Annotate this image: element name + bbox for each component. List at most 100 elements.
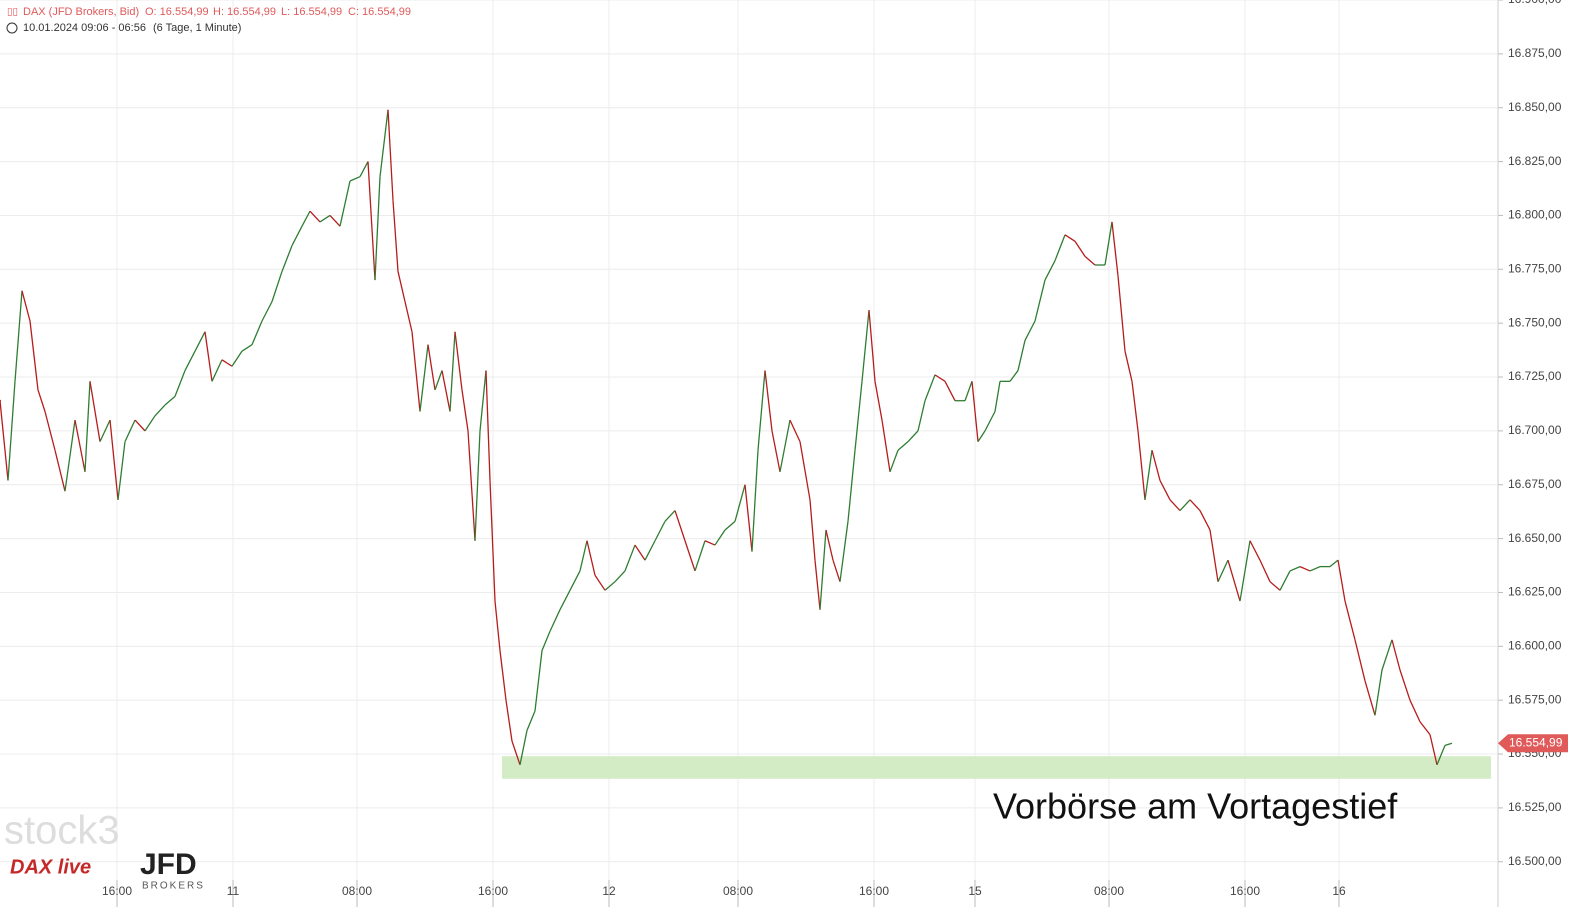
price-segment [1344, 600, 1356, 641]
price-segment [1381, 639, 1393, 671]
price-segment [1117, 275, 1126, 352]
price-segment [1444, 742, 1453, 747]
price-segment [934, 374, 946, 382]
price-segment [1034, 279, 1046, 322]
price-segment [154, 404, 166, 417]
price-segment [499, 650, 507, 701]
price-segment [832, 559, 841, 582]
price-segment [461, 389, 469, 431]
price-segment [734, 484, 746, 522]
price-segment [0, 400, 9, 481]
price-segment [924, 374, 936, 401]
price-segment [379, 109, 389, 177]
price-segment [594, 574, 606, 591]
price-segment [799, 441, 811, 500]
price-segment [604, 581, 616, 591]
price-segment [1209, 529, 1219, 582]
high: H: 16.554,99 [213, 6, 276, 18]
price-segment [757, 370, 766, 451]
price-segment [1054, 234, 1066, 261]
price-segment [37, 389, 46, 412]
price-segment [367, 161, 376, 281]
grid [0, 0, 1503, 907]
price-segment [771, 430, 781, 472]
price-segment [494, 601, 501, 651]
close: C: 16.554,99 [348, 6, 411, 18]
price-segment [1144, 450, 1153, 500]
x-tick-label: 08:00 [723, 884, 753, 898]
price-segment [1259, 559, 1271, 582]
price-segment [549, 609, 561, 632]
y-tick-label: 16.750,00 [1508, 315, 1562, 329]
price-segment [779, 419, 791, 472]
price-segment [1299, 566, 1311, 572]
price-segment [1269, 581, 1281, 591]
price-segment [1044, 260, 1056, 281]
price-segment [449, 331, 456, 412]
price-segment [117, 441, 126, 500]
price-segment [339, 180, 351, 227]
logo-daxlive: DAX live [10, 856, 91, 878]
clock-icon [6, 22, 18, 34]
price-segment [467, 430, 476, 541]
price-segment [854, 381, 863, 451]
y-tick-label: 16.600,00 [1508, 638, 1562, 652]
price-segment [397, 271, 406, 302]
price-segment [526, 710, 536, 731]
y-tick-label: 16.575,00 [1508, 692, 1562, 706]
price-segment [994, 381, 1001, 412]
y-tick-label: 16.900,00 [1508, 0, 1562, 6]
price-segment [1217, 559, 1229, 582]
price-segment [944, 381, 956, 402]
low: L: 16.554,99 [281, 6, 342, 18]
y-tick-label: 16.675,00 [1508, 477, 1562, 491]
open: O: 16.554,99 [145, 6, 209, 18]
price-segment [419, 344, 429, 412]
x-tick-label: 08:00 [342, 884, 372, 898]
price-segment [404, 301, 413, 332]
price-segment [124, 419, 136, 442]
x-tick-label: 12 [602, 884, 616, 898]
price-segment [1354, 639, 1366, 681]
price-segment [1017, 340, 1026, 371]
range: 10.01.2024 09:06 - 06:56 [23, 22, 146, 34]
price-segment [569, 570, 581, 591]
price-segment [359, 161, 369, 177]
price-segment [374, 176, 381, 281]
price-segment [1159, 480, 1171, 501]
price-segment [814, 560, 821, 610]
y-tick-label: 16.775,00 [1508, 261, 1562, 275]
price-segment [1064, 234, 1076, 242]
price-segment [241, 344, 253, 352]
price-segment [134, 419, 146, 432]
price-segment [1374, 669, 1383, 716]
price-segment [211, 359, 223, 382]
price-segment [764, 370, 773, 431]
price-segment [789, 419, 801, 442]
price-segment [674, 510, 686, 541]
price-segment [868, 310, 876, 382]
price-segment [1074, 240, 1086, 257]
price-segment [251, 320, 263, 345]
y-tick-label: 16.650,00 [1508, 531, 1562, 545]
price-segment [489, 480, 496, 602]
price-segment [889, 450, 899, 473]
price-segment [586, 540, 596, 576]
price-segment [194, 331, 206, 352]
y-tick-label: 16.875,00 [1508, 46, 1562, 60]
price-segment [847, 450, 856, 522]
price-segment [1199, 510, 1211, 531]
price-segment [1137, 430, 1146, 500]
price-segment [1151, 450, 1161, 481]
price-segment [714, 529, 726, 546]
price-segment [1309, 566, 1321, 572]
price-segment [261, 301, 273, 322]
price-segment [1131, 381, 1139, 431]
price-segment [559, 590, 571, 610]
price-segment [434, 370, 443, 391]
price-segment [1409, 699, 1421, 722]
price-segment [534, 650, 543, 712]
price-segment [301, 210, 311, 227]
price-segment [231, 350, 243, 367]
